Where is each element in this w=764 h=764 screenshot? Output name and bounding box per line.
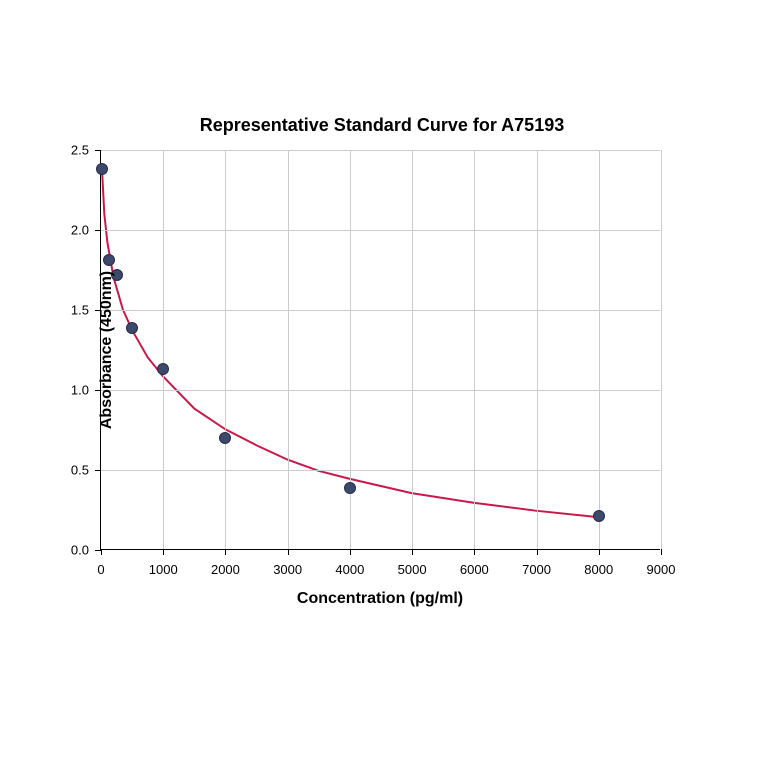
x-tick — [101, 549, 102, 555]
y-tick-label: 0.0 — [71, 543, 89, 558]
x-tick — [288, 549, 289, 555]
data-point — [126, 322, 138, 334]
gridline-vertical — [412, 150, 413, 549]
x-tick-label: 2000 — [211, 562, 240, 577]
y-tick — [95, 230, 101, 231]
data-point — [344, 482, 356, 494]
x-tick — [225, 549, 226, 555]
y-tick-label: 1.0 — [71, 383, 89, 398]
y-tick-label: 1.5 — [71, 303, 89, 318]
gridline-vertical — [474, 150, 475, 549]
data-point — [103, 254, 115, 266]
x-tick-label: 0 — [97, 562, 104, 577]
x-tick-label: 9000 — [647, 562, 676, 577]
x-tick — [163, 549, 164, 555]
y-tick — [95, 150, 101, 151]
data-point — [593, 510, 605, 522]
x-tick — [412, 549, 413, 555]
x-tick-label: 8000 — [584, 562, 613, 577]
y-tick — [95, 470, 101, 471]
gridline-vertical — [599, 150, 600, 549]
y-tick-label: 2.0 — [71, 223, 89, 238]
x-tick — [599, 549, 600, 555]
gridline-vertical — [288, 150, 289, 549]
gridline-horizontal — [101, 310, 660, 311]
data-point — [157, 363, 169, 375]
x-tick — [350, 549, 351, 555]
gridline-vertical — [163, 150, 164, 549]
y-axis-label: Absorbance (450nm) — [98, 271, 116, 429]
gridline-horizontal — [101, 230, 660, 231]
gridline-vertical — [537, 150, 538, 549]
chart-title: Representative Standard Curve for A75193 — [0, 115, 764, 136]
x-tick-label: 4000 — [335, 562, 364, 577]
x-tick — [661, 549, 662, 555]
x-tick-label: 5000 — [398, 562, 427, 577]
data-point — [219, 432, 231, 444]
gridline-horizontal — [101, 470, 660, 471]
data-point — [96, 163, 108, 175]
chart-container: 01000200030004000500060007000800090000.0… — [100, 150, 660, 550]
y-tick-label: 2.5 — [71, 143, 89, 158]
x-tick-label: 6000 — [460, 562, 489, 577]
x-tick-label: 1000 — [149, 562, 178, 577]
plot-area: 01000200030004000500060007000800090000.0… — [100, 150, 660, 550]
x-tick — [474, 549, 475, 555]
gridline-horizontal — [101, 150, 660, 151]
gridline-horizontal — [101, 390, 660, 391]
y-tick — [95, 550, 101, 551]
x-tick-label: 3000 — [273, 562, 302, 577]
x-tick-label: 7000 — [522, 562, 551, 577]
gridline-vertical — [225, 150, 226, 549]
x-tick — [537, 549, 538, 555]
fitted-curve — [101, 150, 660, 549]
gridline-vertical — [661, 150, 662, 549]
y-tick-label: 0.5 — [71, 463, 89, 478]
x-axis-label: Concentration (pg/ml) — [100, 590, 660, 608]
